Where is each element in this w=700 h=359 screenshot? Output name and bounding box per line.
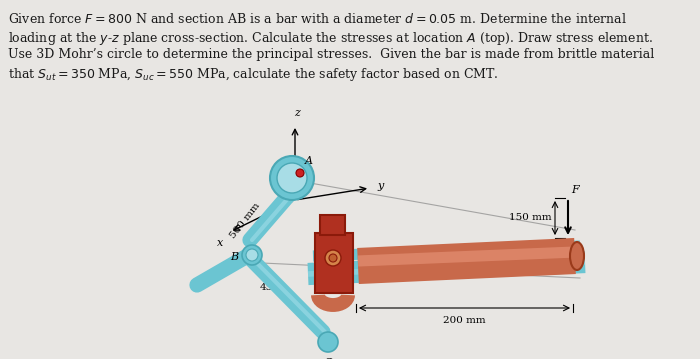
Text: z: z [294, 108, 300, 118]
Text: y: y [377, 181, 384, 191]
Text: 150 mm: 150 mm [510, 214, 552, 223]
Ellipse shape [570, 242, 584, 270]
Circle shape [270, 156, 314, 200]
Circle shape [242, 245, 262, 265]
Text: A: A [305, 156, 313, 166]
Circle shape [277, 163, 307, 193]
Text: 500 mm: 500 mm [229, 201, 262, 241]
Text: loading at the $y$-$z$ plane cross-section. Calculate the stresses at location $: loading at the $y$-$z$ plane cross-secti… [8, 30, 653, 47]
Circle shape [325, 250, 341, 266]
Text: B: B [230, 252, 238, 262]
Circle shape [329, 254, 337, 262]
Text: C: C [323, 358, 332, 359]
FancyBboxPatch shape [315, 233, 353, 293]
Text: Given force $F = 800$ N and section AB is a bar with a diameter $d = 0.05$ m. De: Given force $F = 800$ N and section AB i… [8, 12, 626, 26]
Text: F: F [571, 185, 579, 195]
Text: Use 3D Mohr’s circle to determine the principal stresses.  Given the bar is made: Use 3D Mohr’s circle to determine the pr… [8, 48, 655, 61]
FancyBboxPatch shape [320, 215, 345, 235]
Circle shape [318, 332, 338, 352]
Text: 200 mm: 200 mm [443, 316, 486, 325]
Text: x: x [217, 238, 223, 248]
Circle shape [246, 249, 258, 261]
Circle shape [296, 169, 304, 177]
Text: 45°: 45° [260, 283, 279, 292]
Text: that $S_{ut} = 350$ MPa, $S_{uc} = 550$ MPa, calculate the safety factor based o: that $S_{ut} = 350$ MPa, $S_{uc} = 550$ … [8, 66, 498, 83]
